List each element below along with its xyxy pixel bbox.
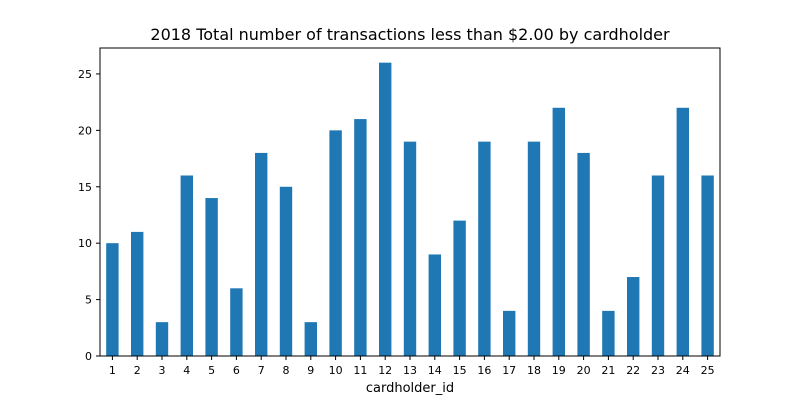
bar-cardholder-25 [701,175,714,356]
bar-cardholder-19 [552,107,565,356]
x-tick-label: 24 [676,364,690,377]
y-tick-label: 10 [78,237,92,250]
bar-cardholder-6 [230,288,243,356]
x-tick-label: 20 [577,364,591,377]
x-tick-label: 8 [283,364,290,377]
bar-cardholder-11 [354,119,367,356]
x-tick-label: 12 [378,364,392,377]
bar-cardholder-24 [676,107,689,356]
x-tick-label: 4 [183,364,190,377]
bar-cardholder-5 [205,198,218,356]
bar-cardholder-9 [304,322,317,356]
x-tick-label: 5 [208,364,215,377]
y-tick-label: 0 [85,350,92,363]
bar-cardholder-10 [329,130,342,356]
bar-cardholder-17 [503,310,516,356]
bar-cardholder-1 [106,243,119,356]
x-tick-label: 18 [527,364,541,377]
bars-group [106,62,714,357]
x-tick-label: 6 [233,364,240,377]
x-tick-label: 17 [502,364,516,377]
bar-cardholder-14 [428,254,441,356]
x-axis-label: cardholder_id [366,381,454,396]
bar-cardholder-12 [379,62,392,357]
bar-cardholder-22 [627,277,640,356]
bar-cardholder-4 [180,175,193,356]
x-tick-label: 3 [159,364,166,377]
x-tick-label: 7 [258,364,265,377]
x-tick-label: 16 [477,364,491,377]
bar-cardholder-23 [651,175,665,356]
bar-cardholder-7 [255,152,268,356]
plot-frame [99,47,721,357]
x-tick-label: 9 [307,364,314,377]
x-tick-label: 13 [403,364,417,377]
bar-cardholder-20 [577,152,590,356]
bar-cardholder-15 [453,220,466,356]
bar-cardholder-21 [602,310,615,356]
x-tick-label: 22 [626,364,640,377]
y-tick-label: 25 [78,68,92,81]
x-tick-label: 1 [109,364,116,377]
bar-cardholder-18 [527,141,541,356]
x-tick-label: 25 [701,364,715,377]
x-tick-label: 19 [552,364,566,377]
x-tick-label: 11 [353,364,367,377]
x-tick-label: 23 [651,364,665,377]
bar-cardholder-16 [478,141,491,356]
x-axis-ticks: 1 2 3 4 5 6 7 8 9 10 11 12 13 14 15 16 17 18 19 20 21 22 23 24 2… [109,356,715,377]
x-tick-label: 15 [453,364,467,377]
x-tick-label: 21 [601,364,615,377]
y-axis-ticks: 0 5 10 15 20 25 [78,68,100,363]
chart-title: 2018 Total number of transactions less t… [150,25,670,44]
bar-cardholder-8 [279,186,293,356]
bar-cardholder-3 [155,322,169,356]
y-tick-label: 20 [78,124,92,137]
y-tick-label: 5 [85,294,92,307]
y-tick-label: 15 [78,181,92,194]
x-tick-label: 10 [329,364,343,377]
bar-cardholder-13 [403,141,417,356]
bar-cardholder-2 [131,231,144,356]
x-tick-label: 14 [428,364,442,377]
x-tick-label: 2 [134,364,141,377]
